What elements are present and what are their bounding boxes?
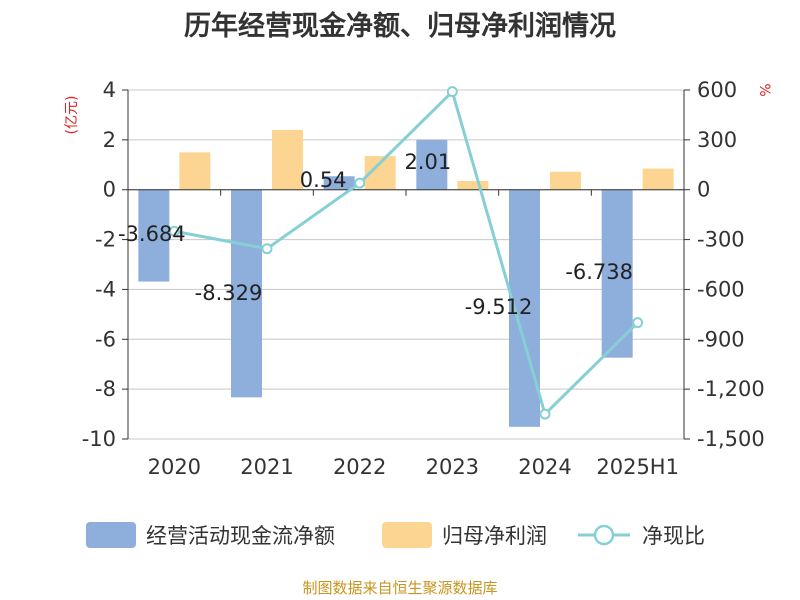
legend-label: 净现比 xyxy=(642,524,705,548)
left-axis-tick-label: -2 xyxy=(95,228,116,252)
bar-net-profit xyxy=(642,168,674,190)
bar-operating-cashflow xyxy=(138,189,170,282)
bar-operating-cashflow xyxy=(601,189,633,358)
data-label: -6.738 xyxy=(565,260,633,284)
right-axis-unit: % xyxy=(756,83,772,96)
legend: 经营活动现金流净额 归母净利润 净现比 xyxy=(86,522,705,548)
legend-label: 归母净利润 xyxy=(442,524,547,548)
legend-swatch xyxy=(86,522,136,548)
net-cash-ratio-point xyxy=(632,317,644,329)
left-axis-tick-label: -6 xyxy=(95,327,116,351)
data-label: 2.01 xyxy=(404,150,451,174)
left-axis-tick-label: 0 xyxy=(103,178,116,202)
left-axis-unit: (亿元) xyxy=(64,96,80,135)
bar-net-profit xyxy=(550,171,581,190)
right-axis-tick-label: -900 xyxy=(697,327,745,351)
data-label: -9.512 xyxy=(465,295,533,319)
bar-net-profit xyxy=(272,129,303,190)
right-axis-tick-label: -1,500 xyxy=(697,427,765,451)
x-axis-tick-label: 2023 xyxy=(426,455,479,479)
bar-operating-cashflow xyxy=(416,139,448,190)
bar-net-profit xyxy=(457,180,489,190)
net-cash-ratio-line xyxy=(174,88,639,417)
right-axis-tick-label: -300 xyxy=(697,228,745,252)
source-note: 制图数据来自恒生聚源数据库 xyxy=(302,579,498,597)
x-axis-tick-label: 2024 xyxy=(518,455,571,479)
left-axis-tick-label: 4 xyxy=(103,78,116,102)
right-axis-tick-label: 0 xyxy=(697,178,710,202)
bar-series xyxy=(138,129,674,427)
right-axis-tick-label: -1,200 xyxy=(697,377,765,401)
bar-operating-cashflow xyxy=(323,176,355,190)
chart-title: 历年经营现金净额、归母净利润情况 xyxy=(184,11,616,42)
legend-label: 经营活动现金流净额 xyxy=(146,524,335,548)
right-axis-tick-label: 300 xyxy=(697,128,737,152)
right-axis-tick-label: 600 xyxy=(697,78,737,102)
data-label: -8.329 xyxy=(195,281,263,305)
legend-marker xyxy=(593,524,615,546)
data-labels: -3.684 -8.329 0.54 2.01 -9.512 -6.738 xyxy=(118,150,633,319)
line-series xyxy=(168,86,644,420)
left-axis-tick-label: -8 xyxy=(95,377,116,401)
left-axis-tick-label: 2 xyxy=(103,128,116,152)
x-axis-tick-label: 2022 xyxy=(333,455,386,479)
left-axis-tick-label: -4 xyxy=(95,277,116,301)
net-cash-ratio-point xyxy=(446,86,458,98)
legend-swatch xyxy=(382,522,432,548)
data-label: -3.684 xyxy=(118,222,186,246)
x-axis-tick-label: 2021 xyxy=(240,455,293,479)
data-label: 0.54 xyxy=(300,168,347,192)
left-axis-tick-label: -10 xyxy=(82,427,116,451)
net-cash-ratio-point xyxy=(539,408,551,420)
net-cash-ratio-point xyxy=(168,225,180,237)
x-axis-tick-label: 2020 xyxy=(148,455,201,479)
bar-operating-cashflow xyxy=(231,189,262,398)
right-axis-tick-label: -600 xyxy=(697,277,745,301)
x-axis-tick-label: 2025H1 xyxy=(596,455,679,479)
net-cash-ratio-point xyxy=(261,243,273,255)
axes: 4 2 0 -2 -4 -6 -8 -10 600 300 0 -300 -600 -900 -1,200 -… xyxy=(64,78,772,479)
net-cash-ratio-point xyxy=(354,177,366,189)
bar-net-profit xyxy=(179,152,211,190)
